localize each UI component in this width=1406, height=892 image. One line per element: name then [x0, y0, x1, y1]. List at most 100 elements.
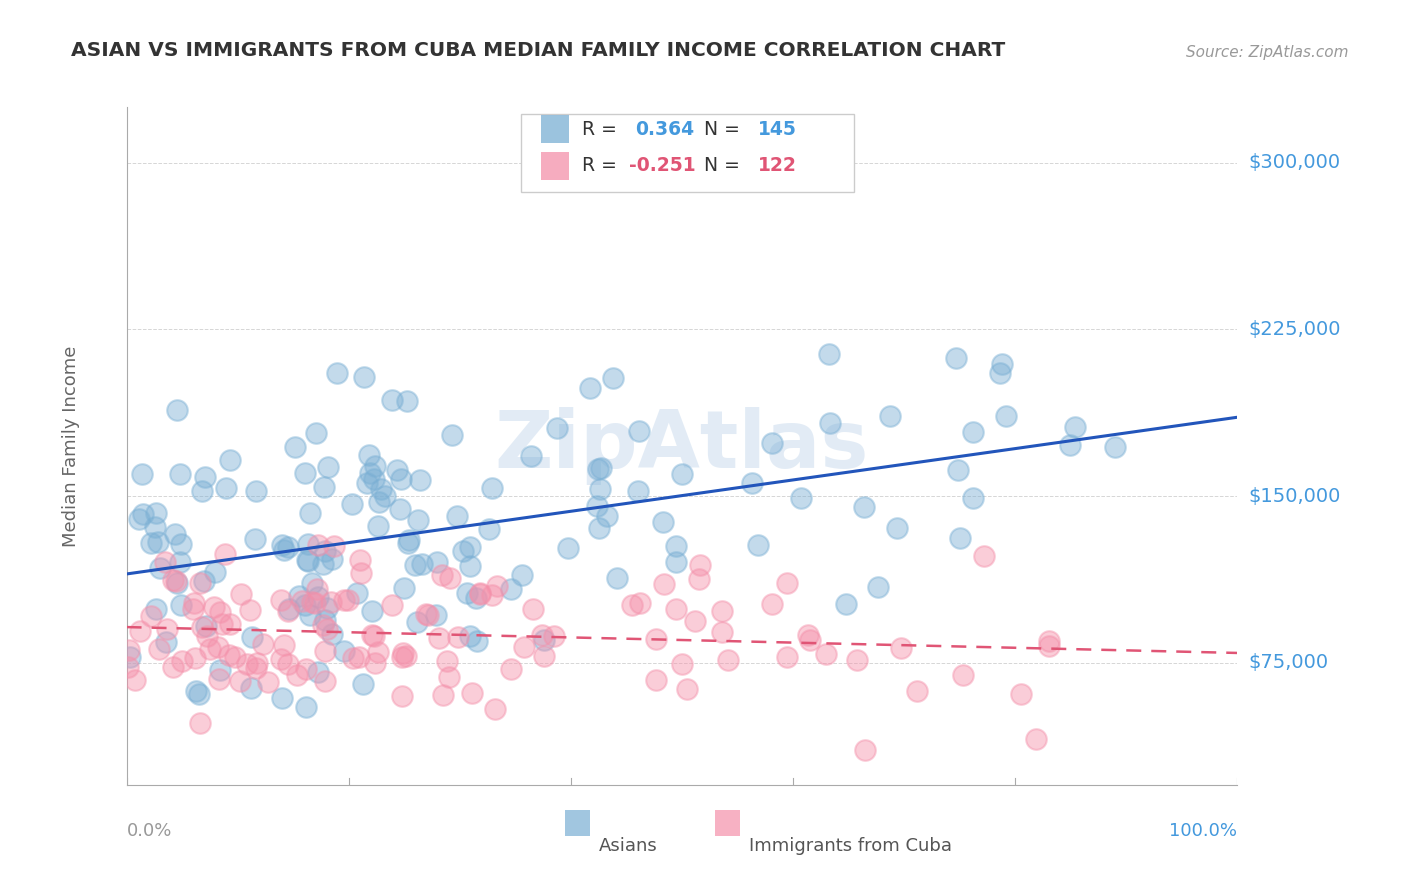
Point: [411, 557, 433, 571]
Point: [298, 506, 321, 520]
Point: [586, 461, 609, 475]
Point: [364, 458, 387, 473]
Point: [398, 533, 420, 548]
Point: [689, 558, 711, 572]
Point: [628, 596, 651, 610]
Point: [361, 604, 384, 618]
Point: [208, 606, 231, 620]
Point: [285, 668, 308, 682]
Point: [391, 689, 413, 703]
Text: Source: ZipAtlas.com: Source: ZipAtlas.com: [1185, 45, 1348, 60]
Point: [139, 535, 162, 549]
Point: [186, 684, 208, 698]
Text: $150,000: $150,000: [1249, 486, 1341, 506]
Point: [404, 558, 426, 572]
Point: [240, 681, 263, 695]
Point: [273, 543, 295, 558]
Point: [166, 576, 188, 591]
Point: [307, 582, 329, 596]
Point: [156, 622, 179, 636]
Point: [652, 515, 675, 529]
Point: [436, 653, 458, 667]
Point: [1010, 686, 1032, 700]
Point: [349, 553, 371, 567]
Point: [342, 650, 364, 665]
Point: [717, 653, 740, 667]
Point: [129, 624, 152, 639]
Point: [301, 595, 323, 609]
Point: [229, 587, 252, 601]
Point: [170, 598, 193, 612]
Point: [835, 597, 858, 611]
Point: [747, 538, 769, 552]
Point: [307, 665, 329, 680]
Point: [131, 467, 153, 481]
Text: R =: R =: [582, 120, 623, 139]
Point: [948, 463, 970, 477]
Point: [671, 467, 693, 481]
Point: [520, 450, 543, 464]
Point: [1025, 732, 1047, 747]
Point: [312, 557, 335, 571]
Point: [207, 672, 229, 686]
FancyBboxPatch shape: [520, 114, 853, 192]
Point: [845, 653, 868, 667]
Point: [385, 463, 408, 477]
Point: [353, 369, 375, 384]
Point: [295, 662, 318, 676]
Point: [240, 630, 263, 644]
Point: [326, 366, 349, 380]
Point: [486, 579, 509, 593]
Point: [381, 393, 404, 408]
Point: [117, 660, 139, 674]
Point: [461, 685, 484, 699]
Text: ZipAtlas: ZipAtlas: [495, 407, 869, 485]
Point: [437, 670, 460, 684]
Point: [153, 555, 176, 569]
Point: [439, 571, 461, 585]
Point: [797, 628, 820, 642]
Point: [349, 649, 371, 664]
Point: [481, 481, 503, 495]
Point: [426, 555, 449, 569]
Point: [319, 595, 342, 609]
Text: Asians: Asians: [599, 837, 658, 855]
Point: [288, 589, 311, 603]
Point: [301, 576, 323, 591]
Point: [367, 518, 389, 533]
Point: [905, 684, 928, 698]
Point: [183, 602, 205, 616]
Point: [271, 691, 294, 706]
Point: [818, 347, 841, 361]
Point: [761, 597, 783, 611]
Point: [415, 607, 437, 621]
Point: [588, 520, 610, 534]
Point: [284, 441, 307, 455]
Point: [446, 508, 468, 523]
Point: [312, 618, 335, 632]
Point: [484, 702, 506, 716]
Text: Immigrants from Cuba: Immigrants from Cuba: [748, 837, 952, 855]
Point: [323, 539, 346, 553]
Point: [145, 520, 167, 534]
Point: [295, 700, 318, 714]
Point: [187, 687, 209, 701]
Point: [711, 624, 734, 639]
Point: [169, 467, 191, 481]
FancyBboxPatch shape: [541, 115, 568, 144]
Text: 100.0%: 100.0%: [1170, 822, 1237, 840]
Point: [799, 633, 821, 648]
Point: [370, 483, 392, 497]
Point: [852, 500, 875, 514]
Point: [315, 622, 337, 636]
Point: [188, 575, 211, 590]
Point: [132, 507, 155, 521]
Point: [776, 649, 799, 664]
Point: [340, 497, 363, 511]
Point: [627, 425, 650, 439]
Point: [408, 513, 430, 527]
Point: [252, 637, 274, 651]
Point: [314, 543, 336, 558]
Text: Median Family Income: Median Family Income: [62, 345, 80, 547]
Point: [218, 648, 240, 662]
